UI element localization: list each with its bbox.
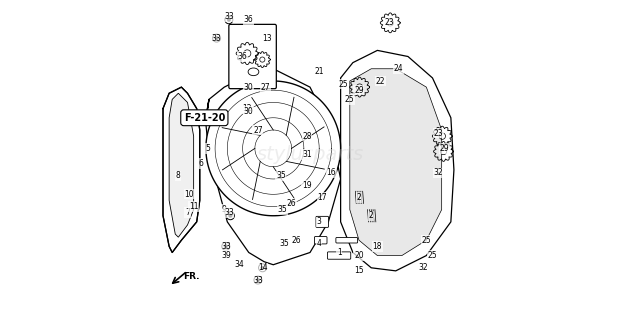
Polygon shape <box>340 50 454 271</box>
Text: 32: 32 <box>418 263 428 272</box>
Text: 32: 32 <box>434 168 443 177</box>
Text: 9: 9 <box>222 205 227 214</box>
Text: 24: 24 <box>394 64 404 73</box>
Circle shape <box>256 278 260 282</box>
Polygon shape <box>206 69 340 265</box>
Text: 1: 1 <box>337 248 342 257</box>
Text: 29: 29 <box>354 86 364 95</box>
Polygon shape <box>206 81 340 216</box>
Text: 10: 10 <box>184 190 194 199</box>
Text: 25: 25 <box>339 80 348 89</box>
Text: 39: 39 <box>221 251 231 260</box>
FancyBboxPatch shape <box>316 216 329 227</box>
Polygon shape <box>163 87 200 252</box>
Text: 35: 35 <box>278 205 287 214</box>
Text: 33: 33 <box>224 208 234 217</box>
Text: 11: 11 <box>189 202 198 211</box>
Text: 7: 7 <box>185 208 190 217</box>
Text: 25: 25 <box>422 236 431 245</box>
Text: 35: 35 <box>279 239 289 248</box>
Text: 27: 27 <box>261 83 270 92</box>
Text: 12: 12 <box>242 104 252 113</box>
Text: 6: 6 <box>199 159 204 168</box>
Text: 19: 19 <box>302 181 312 190</box>
Text: 15: 15 <box>354 266 364 275</box>
Text: 33: 33 <box>224 12 234 21</box>
Text: 5: 5 <box>205 144 210 153</box>
Text: 33: 33 <box>253 276 263 285</box>
Text: 36: 36 <box>237 52 247 61</box>
Text: 23: 23 <box>385 18 394 27</box>
Text: 16: 16 <box>327 168 336 177</box>
Text: 27: 27 <box>253 125 263 134</box>
FancyBboxPatch shape <box>327 252 351 259</box>
FancyBboxPatch shape <box>314 237 327 244</box>
Text: 25: 25 <box>345 95 355 104</box>
Text: 14: 14 <box>258 263 267 272</box>
Text: F-21-20: F-21-20 <box>184 113 225 123</box>
Text: 8: 8 <box>176 171 180 180</box>
Circle shape <box>261 266 264 269</box>
FancyBboxPatch shape <box>229 24 277 89</box>
Text: 35: 35 <box>276 171 286 180</box>
Text: 31: 31 <box>302 150 312 159</box>
Text: 2: 2 <box>356 193 361 202</box>
Text: 28: 28 <box>302 132 312 141</box>
Text: 29: 29 <box>440 144 450 153</box>
Text: 13: 13 <box>262 34 272 43</box>
Text: 17: 17 <box>317 193 327 202</box>
Text: 22: 22 <box>376 77 385 86</box>
FancyBboxPatch shape <box>336 238 358 243</box>
Circle shape <box>224 245 228 248</box>
Text: FR.: FR. <box>183 273 200 281</box>
Circle shape <box>229 214 232 218</box>
Circle shape <box>215 36 218 40</box>
Text: 21: 21 <box>314 67 324 76</box>
Text: 2: 2 <box>369 211 374 220</box>
Text: 20: 20 <box>354 251 364 260</box>
Polygon shape <box>169 93 193 237</box>
Text: 26: 26 <box>291 236 301 245</box>
Text: stylusparts: stylusparts <box>257 145 363 164</box>
Polygon shape <box>350 69 441 256</box>
Text: 30: 30 <box>244 83 254 92</box>
Text: 33: 33 <box>211 34 221 43</box>
Text: 25: 25 <box>428 251 437 260</box>
Text: 3: 3 <box>317 217 322 226</box>
Text: 33: 33 <box>221 242 231 251</box>
Text: 26: 26 <box>287 199 296 208</box>
Text: 4: 4 <box>317 239 322 248</box>
Circle shape <box>227 18 231 22</box>
Text: 23: 23 <box>434 129 443 138</box>
Text: 18: 18 <box>373 242 382 251</box>
Text: 30: 30 <box>244 107 254 116</box>
Text: 36: 36 <box>244 15 254 24</box>
Text: 34: 34 <box>235 260 244 269</box>
